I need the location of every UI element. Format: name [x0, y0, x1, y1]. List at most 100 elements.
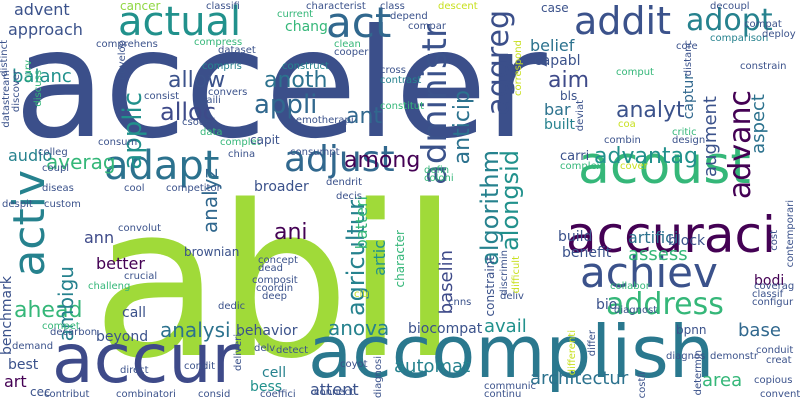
word: broader	[254, 179, 309, 195]
word: condit	[184, 361, 216, 372]
word: coyot	[340, 359, 368, 370]
word: develop	[117, 40, 128, 80]
word: biocompat	[408, 321, 483, 337]
word: csodea	[182, 117, 218, 128]
word: built	[544, 117, 576, 133]
word: aspect	[748, 94, 769, 154]
word: competitor	[166, 183, 221, 194]
word: bio	[596, 297, 618, 313]
word: distinct	[0, 40, 10, 77]
word: depend	[390, 11, 428, 22]
word: costli	[637, 372, 648, 399]
word: captur	[681, 74, 697, 120]
word: crucial	[124, 271, 158, 282]
word: dead	[258, 263, 283, 274]
word: diagnost	[614, 305, 658, 316]
word: direct	[120, 365, 149, 376]
word: block	[668, 233, 706, 249]
word: citi	[354, 289, 369, 300]
word: detect	[276, 345, 308, 356]
word: cnns	[448, 297, 472, 308]
word: dendrit	[326, 177, 362, 188]
word: averag	[46, 150, 116, 174]
word: alloc	[160, 98, 216, 126]
word: delv	[254, 343, 276, 354]
word: deploy	[762, 29, 796, 40]
word: dataset	[218, 45, 256, 56]
word: datastream	[1, 70, 12, 128]
word: cool	[124, 183, 145, 194]
word: consid	[198, 389, 231, 400]
word: abil	[92, 160, 459, 400]
word: data	[200, 127, 223, 138]
word: diagnosi	[373, 356, 384, 399]
word: cancer	[120, 0, 161, 13]
word: applic	[118, 92, 148, 170]
word: addit	[574, 0, 671, 43]
word: art	[4, 372, 27, 391]
word: deliv	[500, 291, 524, 302]
word: better	[96, 254, 145, 273]
word: clean	[334, 39, 361, 50]
word: dedic	[218, 301, 246, 312]
word: continu	[484, 389, 522, 400]
word: china	[228, 149, 256, 160]
word: batteri	[352, 196, 371, 250]
word: anticip	[450, 90, 475, 165]
word: call	[122, 305, 147, 321]
word: classif	[752, 289, 784, 300]
word: aggreg	[481, 10, 516, 116]
word: act	[326, 0, 392, 47]
word: analysi	[160, 318, 231, 342]
word: analyz	[198, 168, 222, 234]
word: consum	[98, 137, 138, 148]
word: cooper	[334, 47, 369, 58]
word: characterist	[306, 1, 366, 12]
word: bls	[560, 89, 578, 103]
word: cross	[380, 65, 406, 76]
word: diseas	[42, 183, 74, 194]
word: contrast	[380, 75, 422, 86]
word: build	[558, 229, 593, 245]
word: brownian	[184, 245, 240, 259]
word: chemotherapi	[284, 115, 354, 126]
word: case	[541, 1, 569, 15]
word: convent	[760, 389, 800, 400]
word: bpnn	[676, 323, 707, 337]
word: constraint	[483, 256, 497, 317]
word: composit	[252, 275, 298, 286]
word: coordin	[256, 283, 294, 294]
word: compar	[408, 21, 446, 32]
word: bar	[544, 100, 571, 119]
word: benefit	[562, 245, 612, 261]
word: artifici	[628, 228, 679, 247]
word: concept	[258, 255, 298, 266]
word: cell	[262, 365, 287, 381]
word: daili	[200, 95, 221, 106]
word: advent	[14, 0, 70, 19]
word: combin	[604, 135, 641, 146]
word: complex	[560, 161, 603, 172]
word: deep	[262, 291, 287, 302]
word: chang	[285, 19, 328, 35]
word: correspond	[513, 40, 524, 96]
word: conduit	[756, 345, 794, 356]
word: ann	[84, 228, 115, 247]
word: belief	[530, 36, 575, 55]
word: adjust	[284, 139, 395, 180]
word: artic	[370, 240, 389, 276]
word: difficult	[511, 256, 522, 294]
word: address	[606, 287, 724, 322]
word: custom	[44, 199, 81, 210]
word: comput	[616, 67, 654, 78]
word: deliveri	[233, 334, 244, 372]
word: consumpt	[290, 147, 340, 158]
word: construct	[282, 61, 329, 72]
word: bess	[250, 379, 283, 395]
word: coverag	[754, 281, 795, 292]
word: creat	[766, 355, 792, 366]
word: audio	[8, 146, 53, 165]
word: differ	[587, 330, 598, 357]
word: convers	[208, 87, 248, 98]
word: convolut	[118, 223, 162, 234]
